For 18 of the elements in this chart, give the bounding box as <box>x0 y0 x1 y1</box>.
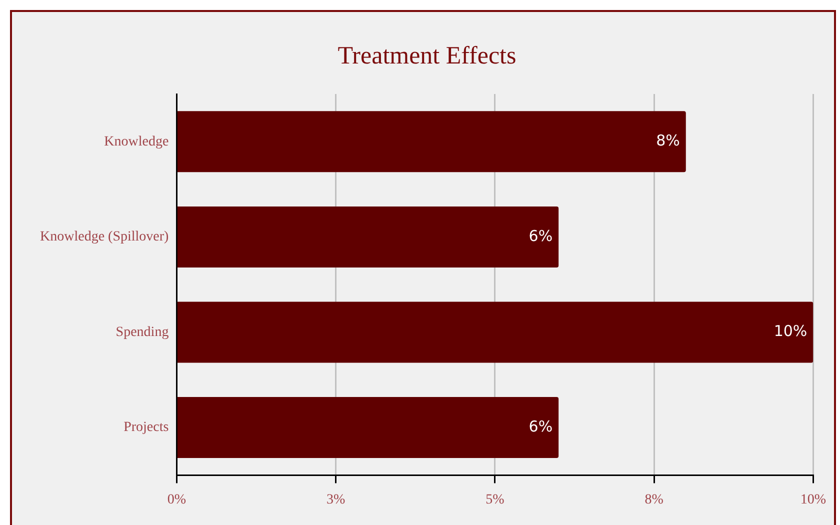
data-label: 10% <box>774 322 808 340</box>
bar <box>177 111 686 172</box>
bar <box>177 302 814 363</box>
bar <box>177 397 559 458</box>
x-tick-label: 10% <box>800 492 826 508</box>
x-tick-label: 8% <box>644 492 664 508</box>
bar <box>177 206 559 268</box>
data-label: 6% <box>528 226 553 245</box>
y-tick-label: Knowledge <box>104 134 169 150</box>
y-tick-label: Projects <box>124 420 169 436</box>
x-tick-label: 0% <box>167 492 186 508</box>
chart-title: Treatment Effects <box>338 42 516 70</box>
x-tick-label: 3% <box>326 492 346 508</box>
data-label: 8% <box>656 132 680 150</box>
y-tick-label: Spending <box>116 324 169 340</box>
x-tick-label: 5% <box>486 492 505 508</box>
y-tick-label: Knowledge (Spillover) <box>40 230 170 245</box>
data-label: 6% <box>528 417 553 436</box>
